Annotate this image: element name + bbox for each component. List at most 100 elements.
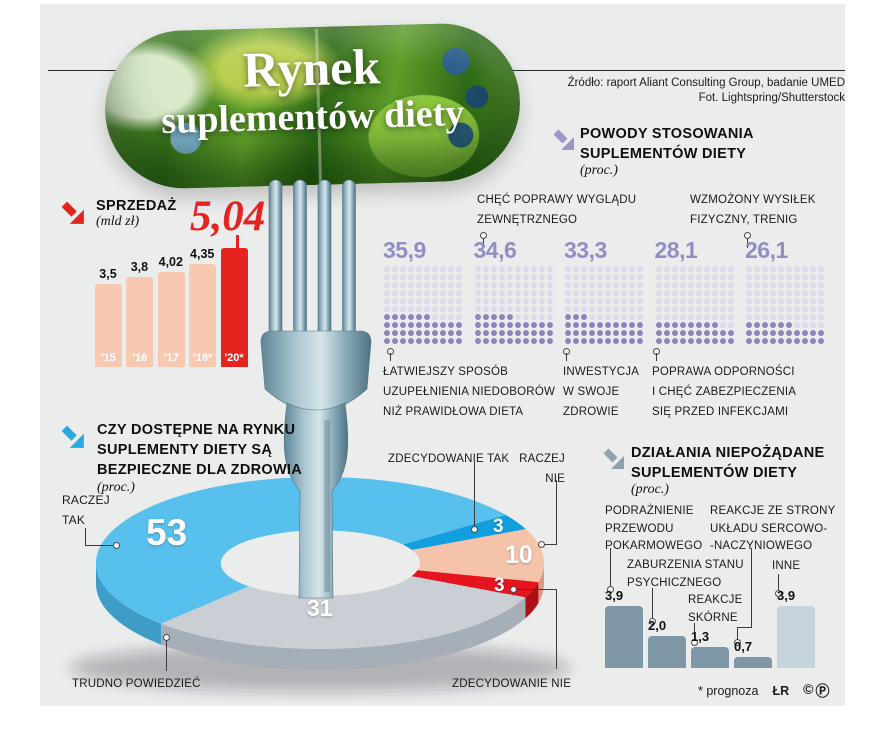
dot: [384, 338, 390, 344]
dot: [746, 298, 752, 304]
dot: [655, 338, 662, 344]
dot: [456, 290, 462, 296]
dot: [408, 322, 414, 328]
dot: [786, 290, 792, 296]
reason-label-line: INWESTYCJA: [563, 366, 640, 378]
dot: [482, 314, 489, 320]
dot: [778, 298, 784, 304]
sales-bar-value: 4,35: [190, 247, 215, 262]
side-effect-bar: [734, 656, 772, 668]
dot: [490, 298, 497, 304]
dot: [629, 266, 635, 272]
sales-bar-year: '20*: [224, 352, 244, 364]
connector-line: [694, 623, 695, 639]
side-effect-bar: [691, 647, 729, 668]
dot: [655, 322, 662, 328]
dot: [440, 274, 446, 280]
donut-side-raczej-tak: [96, 563, 162, 645]
dot: [565, 298, 571, 304]
copyright-icon: ©: [803, 681, 814, 697]
dot: [384, 274, 390, 280]
phonogram-icon: Ⓟ: [815, 683, 830, 699]
dot: [565, 274, 571, 280]
dot: [778, 274, 784, 280]
connector-line: [85, 545, 113, 546]
dot: [770, 290, 776, 296]
dot: [727, 306, 734, 312]
dot: [474, 338, 481, 344]
dot: [621, 314, 627, 320]
dot: [794, 298, 800, 304]
dot: [456, 330, 462, 336]
dot: [546, 314, 553, 320]
dot: [711, 290, 718, 296]
dot: [629, 322, 635, 328]
reasons-unit: (proc.): [580, 163, 618, 178]
dot: [671, 338, 678, 344]
dot: [679, 298, 686, 304]
reason-dots: [745, 265, 825, 345]
dot: [546, 274, 553, 280]
dot: [408, 338, 414, 344]
dot: [482, 274, 489, 280]
dot: [538, 322, 545, 328]
dot: [474, 282, 481, 288]
dot: [621, 290, 627, 296]
dot: [392, 290, 398, 296]
se-label-2: ZABURZENIA STANU PSYCHICZNEGO: [627, 557, 744, 592]
dot: [695, 322, 702, 328]
dot: [474, 306, 481, 312]
se-label-1: PODRAŻNIENIE PRZEWODU POKARMOWEGO: [605, 503, 702, 556]
donut-value-trudno-powiedziec: 31: [307, 595, 333, 621]
dot: [818, 274, 824, 280]
dot: [522, 290, 529, 296]
donut-top-raczej-tak: [95, 476, 506, 624]
dot: [719, 298, 726, 304]
dot: [621, 282, 627, 288]
sales-bar: '20*: [220, 248, 248, 367]
dot: [762, 322, 768, 328]
dot: [671, 298, 678, 304]
dot: [384, 306, 390, 312]
dot: [613, 266, 619, 272]
dot: [794, 314, 800, 320]
dot: [440, 298, 446, 304]
connector-line: [517, 589, 556, 590]
dot: [392, 306, 398, 312]
dot: [573, 266, 579, 272]
donut-label-line: RACZEJ: [519, 453, 565, 465]
dot: [538, 266, 545, 272]
dot: [538, 274, 545, 280]
dot: [498, 274, 505, 280]
dot: [440, 290, 446, 296]
connector-line: [556, 480, 557, 544]
dot: [663, 282, 670, 288]
arrow-icon-blue: [61, 425, 84, 448]
dot: [565, 306, 571, 312]
se-label-line: POKARMOWEGO: [605, 540, 703, 552]
dot: [663, 298, 670, 304]
dot: [448, 290, 454, 296]
side-effect-bar: [605, 605, 643, 668]
dot: [794, 282, 800, 288]
dot: [546, 330, 553, 336]
dot: [794, 330, 800, 336]
dot: [762, 298, 768, 304]
reason-label-line: NIŻ PRAWIDŁOWA DIETA: [383, 406, 524, 418]
dot: [384, 290, 390, 296]
dot: [514, 330, 521, 336]
dot: [506, 322, 513, 328]
dot: [687, 274, 694, 280]
dot: [514, 314, 521, 320]
dot: [400, 306, 406, 312]
dot: [746, 330, 752, 336]
dot: [778, 282, 784, 288]
se-label-4: REAKCJE ZE STRONY UKŁADU SERCOWO- -NACZY…: [710, 503, 835, 556]
dot: [392, 338, 398, 344]
dot: [506, 266, 513, 272]
dot: [786, 330, 792, 336]
dot: [754, 298, 760, 304]
dot: [432, 274, 438, 280]
arrow-icon-red: [61, 201, 84, 224]
